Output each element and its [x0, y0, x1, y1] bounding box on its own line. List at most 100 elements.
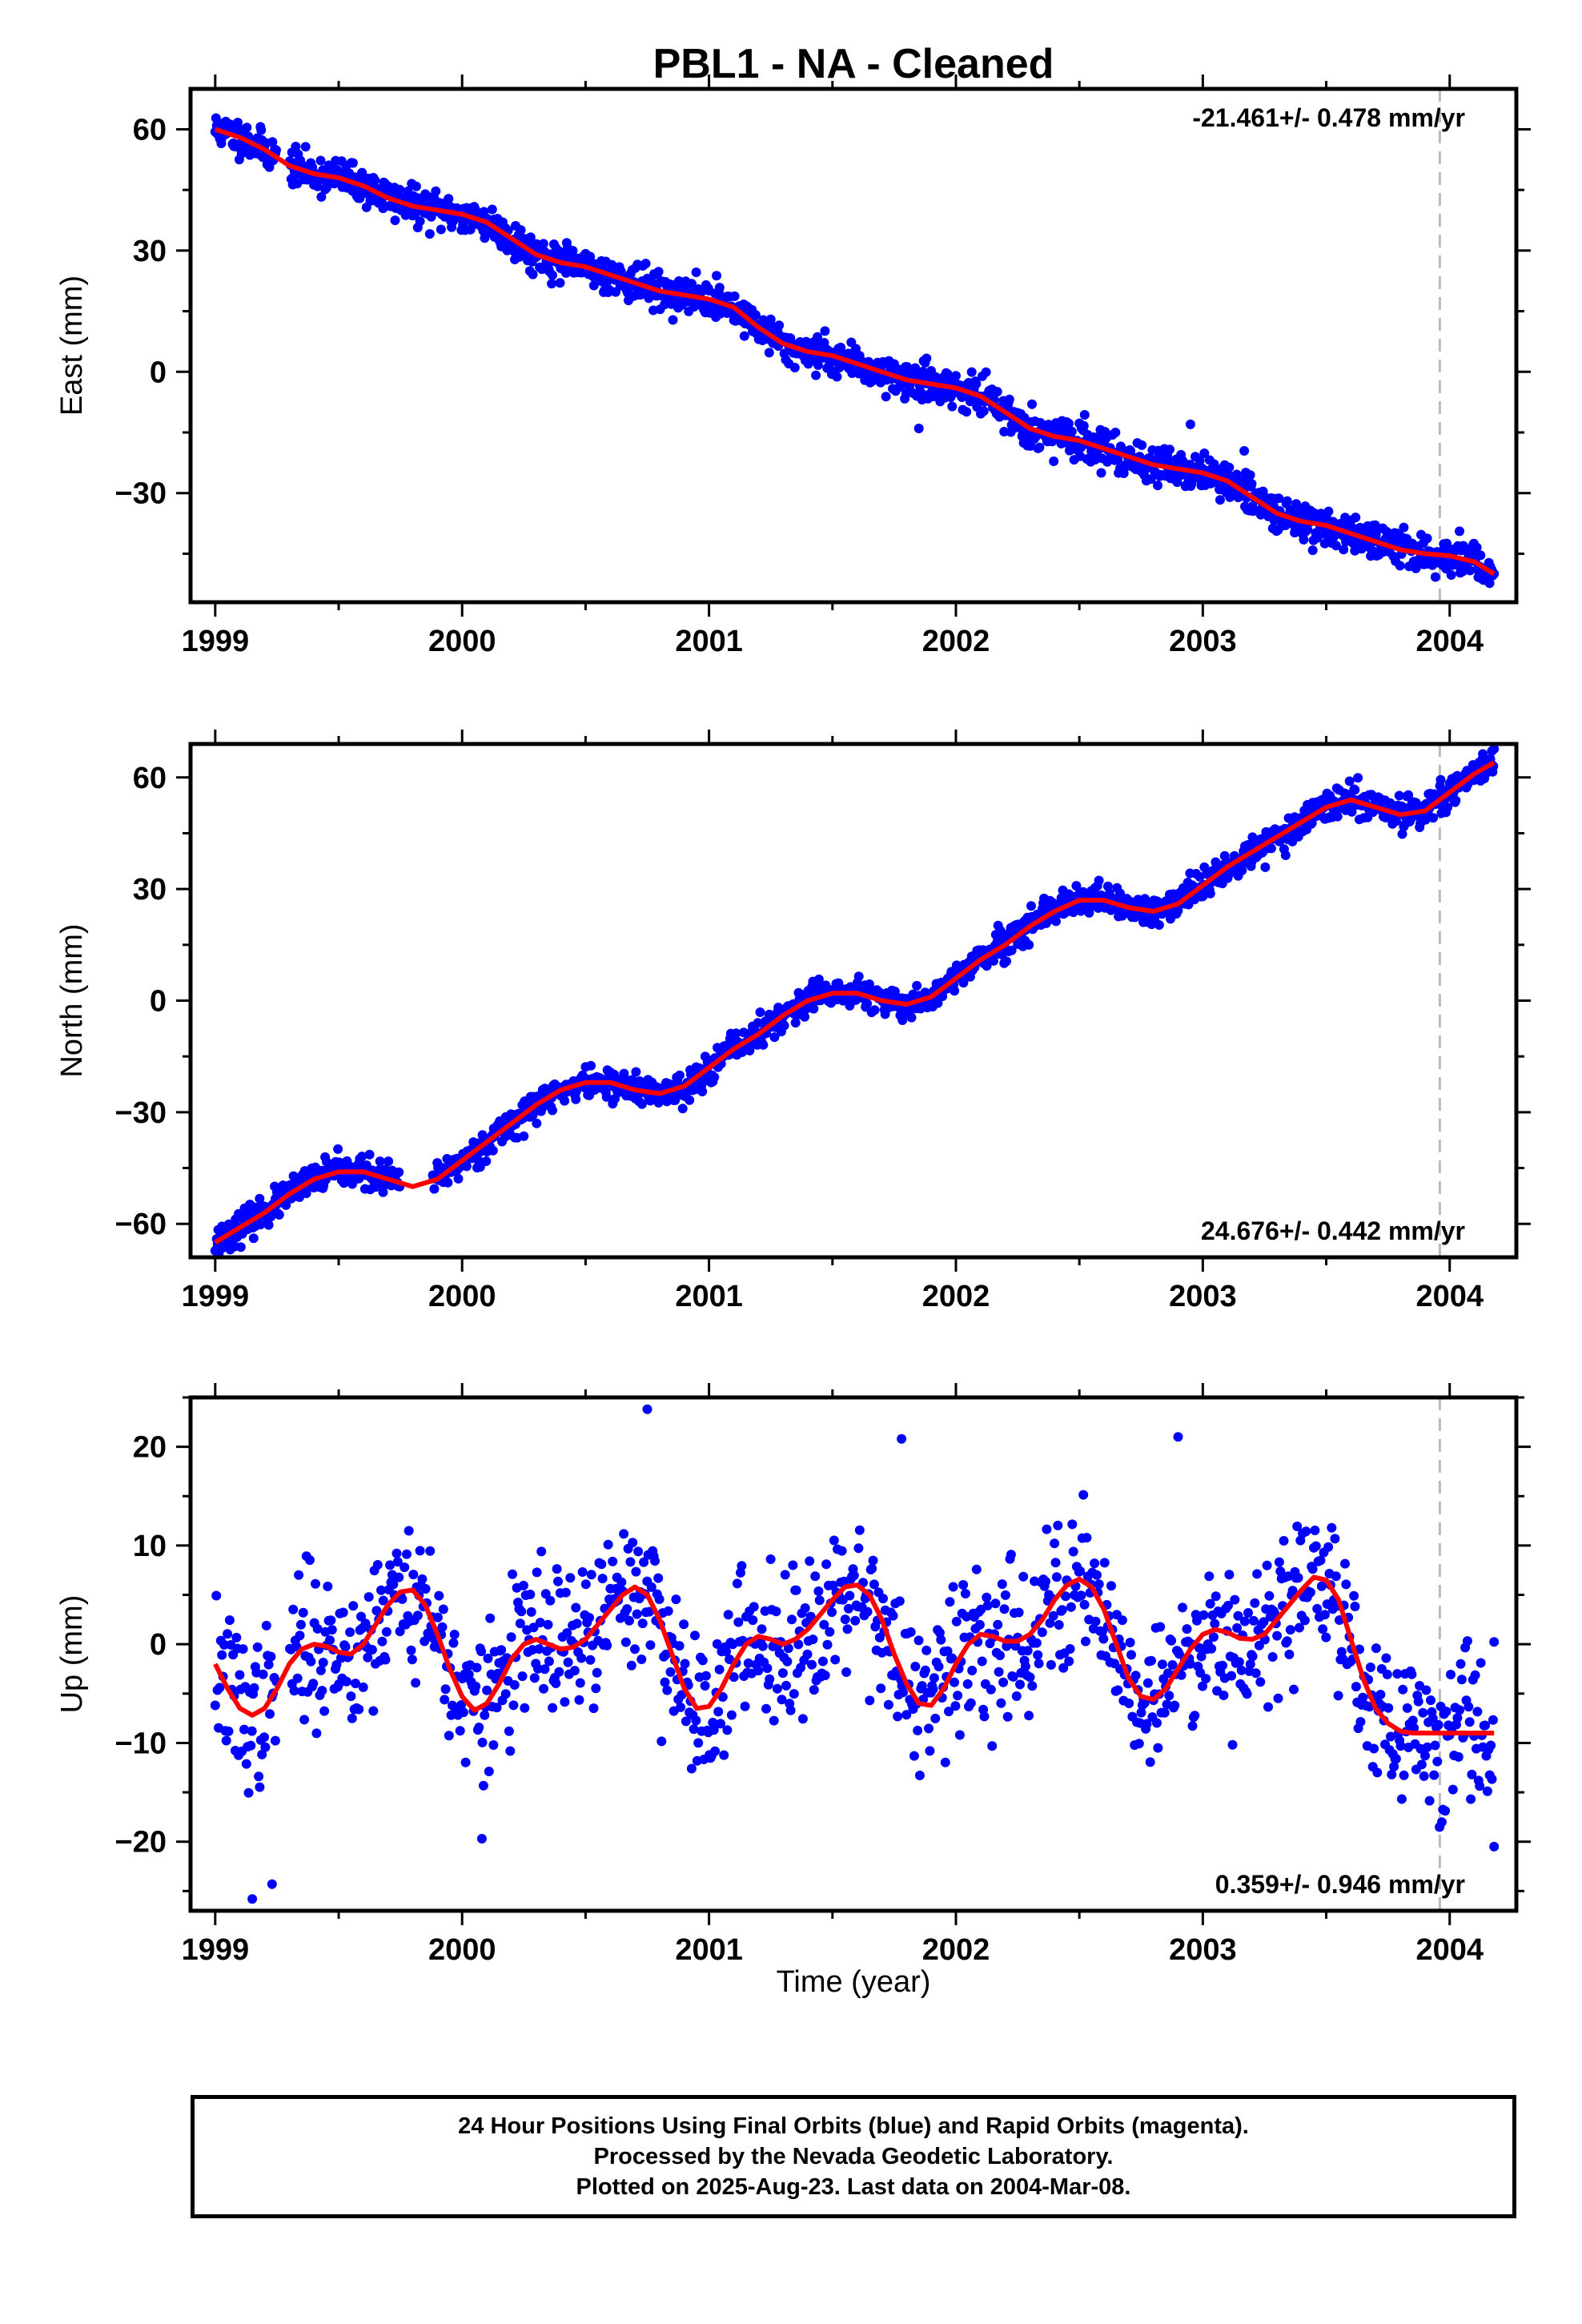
data-point: [1476, 1658, 1486, 1668]
data-point: [438, 1604, 448, 1614]
data-point: [1084, 907, 1094, 918]
data-point: [1432, 1756, 1443, 1767]
data-point: [1126, 1650, 1136, 1660]
data-point: [1416, 1759, 1427, 1770]
data-point: [1223, 1600, 1233, 1610]
data-point: [385, 1560, 396, 1570]
data-point: [663, 1606, 673, 1616]
y-tick-label: 60: [133, 762, 167, 795]
data-point: [1447, 1784, 1458, 1795]
data-point: [1475, 1781, 1485, 1791]
data-point: [505, 1746, 516, 1756]
data-point: [1192, 1615, 1202, 1626]
data-point: [1215, 495, 1225, 505]
data-point: [548, 1703, 558, 1713]
data-point: [966, 1698, 976, 1708]
data-point: [1349, 1590, 1359, 1601]
data-point: [800, 1603, 810, 1613]
data-point: [543, 1619, 553, 1630]
data-point: [888, 1610, 898, 1621]
data-point: [1395, 1741, 1406, 1751]
y-axis-label: East (mm): [55, 275, 89, 416]
data-point: [1000, 1590, 1010, 1600]
data-point: [1455, 1705, 1465, 1715]
data-point: [1389, 1762, 1399, 1771]
data-point: [402, 1549, 412, 1559]
data-point: [565, 1573, 576, 1583]
data-point: [1375, 1690, 1386, 1699]
data-point: [1233, 1610, 1243, 1621]
data-point: [811, 370, 821, 380]
data-point: [1429, 1770, 1439, 1780]
data-point: [690, 1630, 700, 1641]
data-point: [960, 1589, 970, 1598]
data-point: [897, 1015, 908, 1025]
data-point: [223, 1726, 234, 1736]
data-point: [791, 1585, 801, 1595]
fit-curve: [214, 760, 1496, 1244]
data-point: [862, 999, 873, 1009]
data-point: [954, 1730, 965, 1740]
data-point: [363, 1652, 373, 1663]
data-point: [1027, 1681, 1038, 1691]
data-point: [608, 1556, 618, 1566]
data-point: [1142, 1719, 1152, 1729]
data-point: [992, 387, 1002, 397]
data-point: [568, 246, 578, 255]
data-point: [381, 1626, 391, 1637]
data-point: [917, 1681, 927, 1691]
y-tick-label: 0: [150, 985, 167, 1019]
data-point: [1079, 1599, 1090, 1610]
data-point: [819, 1619, 829, 1630]
data-point: [619, 1529, 629, 1539]
data-point: [1208, 1632, 1219, 1642]
data-point: [528, 269, 538, 279]
data-point: [440, 1695, 450, 1705]
data-point: [1247, 479, 1257, 489]
data-point: [376, 1585, 386, 1595]
data-point: [1422, 533, 1432, 544]
data-point: [371, 1182, 381, 1192]
data-point: [357, 167, 367, 178]
data-point: [1440, 1806, 1451, 1816]
x-tick-label: 2003: [1169, 1280, 1237, 1313]
data-point: [311, 1728, 322, 1739]
y-tick-label: 0: [150, 1628, 167, 1662]
data-point: [913, 1725, 923, 1735]
data-point: [1274, 493, 1284, 504]
data-point: [1057, 1605, 1067, 1615]
data-point: [1397, 829, 1407, 839]
data-point: [1233, 493, 1243, 503]
data-point: [348, 1601, 359, 1611]
data-point: [1466, 1794, 1476, 1804]
data-point: [1274, 1557, 1284, 1567]
data-point: [883, 1699, 893, 1710]
data-point: [1050, 1538, 1060, 1549]
data-point: [1420, 814, 1431, 825]
data-point: [909, 1751, 919, 1761]
data-point: [974, 1619, 985, 1630]
panel-north: 1999 2000 2001 2002 2003 2004−60−3003060North…: [55, 730, 1531, 1313]
data-point: [1273, 1693, 1283, 1703]
chart-title: PBL1 - NA - Cleaned: [653, 41, 1054, 87]
data-point: [1305, 1587, 1315, 1598]
data-point: [950, 986, 960, 996]
data-point: [1210, 1618, 1220, 1629]
data-point: [639, 1557, 649, 1567]
data-point: [758, 1039, 769, 1050]
data-point: [1081, 1636, 1090, 1647]
data-point: [942, 1646, 953, 1656]
data-point: [620, 1637, 631, 1647]
data-point: [1293, 1573, 1303, 1583]
data-point: [868, 1555, 878, 1566]
data-point: [807, 1659, 817, 1670]
data-point: [1484, 578, 1495, 589]
data-point: [1155, 1622, 1166, 1632]
data-point: [1456, 1659, 1466, 1669]
data-point: [671, 1594, 681, 1605]
data-point: [951, 371, 961, 381]
data-point: [790, 1018, 801, 1028]
data-point: [591, 1683, 601, 1694]
data-point: [1482, 1786, 1492, 1796]
data-point: [259, 1732, 269, 1743]
